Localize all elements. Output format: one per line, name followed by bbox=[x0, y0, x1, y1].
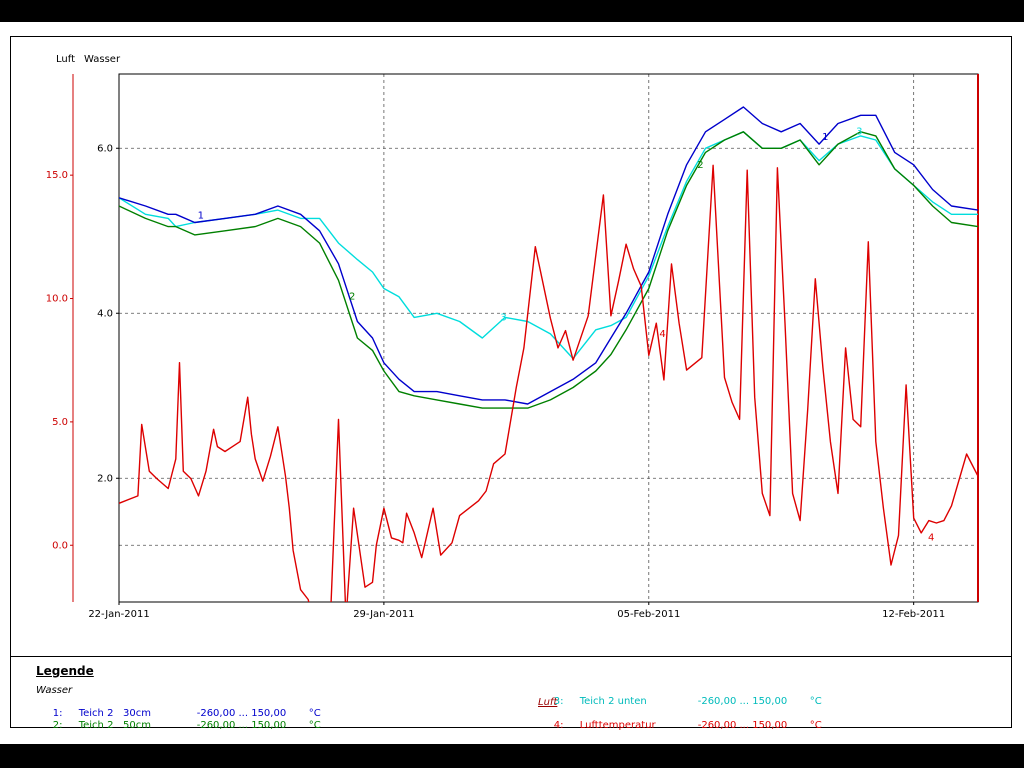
legend-title: Legende bbox=[36, 664, 94, 678]
legend-item-1: 1: Teich 2 30cm -260,00 ... 150,00 °C bbox=[40, 697, 321, 730]
tick-label-x: 29-Jan-2011 bbox=[353, 609, 414, 620]
legend-item-3: 3: Teich 2 unten -260,00 ... 150,00 °C bbox=[541, 685, 822, 718]
series-number-label: 2 bbox=[697, 160, 703, 171]
series-lines bbox=[119, 106, 978, 602]
tick-label-luft: 10.0 bbox=[46, 294, 68, 305]
temperature-chart: 2.0 4.0 6.0 0.0 5.0 10.0 15.0 22-Jan-2011 29-Jan… bbox=[46, 54, 979, 620]
series-line-2 bbox=[119, 131, 978, 409]
tick-label-wasser: 6.0 bbox=[97, 143, 113, 154]
axis-label-wasser: Wasser bbox=[84, 54, 121, 65]
grid bbox=[119, 74, 978, 602]
legend-item-unit: °C bbox=[809, 720, 822, 731]
legend-item-range: -260,00 ... 150,00 bbox=[196, 720, 287, 731]
legend-item-name: Teich 2 30cm bbox=[78, 708, 151, 719]
plot-frame bbox=[118, 73, 979, 603]
legend-item-number: 1: bbox=[52, 708, 63, 719]
report-frame bbox=[10, 36, 1012, 728]
tick-label-wasser: 4.0 bbox=[97, 308, 113, 319]
series-number-label: 2 bbox=[349, 291, 355, 302]
tick-label-x: 12-Feb-2011 bbox=[882, 609, 945, 620]
series-line-3 bbox=[119, 131, 978, 360]
legend-item-unit: °C bbox=[308, 708, 321, 719]
legend-item-name: Teich 2 50cm bbox=[78, 720, 151, 731]
legend-item-number: 2: bbox=[52, 720, 63, 731]
series-labels: 1 1 2 2 3 3 4 4 bbox=[198, 127, 935, 544]
series-line-4 bbox=[119, 164, 978, 602]
legend-item-number: 3: bbox=[553, 696, 564, 707]
legend-group-wasser: Wasser bbox=[36, 685, 73, 696]
legend-item-4: 4: Lufttemperatur -260,00 ... 150,00 °C bbox=[541, 709, 822, 742]
legend-item-number: 4: bbox=[553, 720, 564, 731]
tick-label-wasser: 2.0 bbox=[97, 473, 113, 484]
tick-label-x: 05-Feb-2011 bbox=[617, 609, 680, 620]
series-number-label: 4 bbox=[659, 329, 665, 340]
legend-item-range: -260,00 ... 150,00 bbox=[697, 696, 788, 707]
legend-item-name: Teich 2 unten bbox=[579, 696, 647, 707]
legend-group-luft: Luft bbox=[538, 697, 558, 708]
legend-item-2: 2: Teich 2 50cm -260,00 ... 150,00 °C bbox=[40, 709, 321, 742]
legend-item-unit: °C bbox=[308, 720, 321, 731]
series-line-1 bbox=[119, 106, 978, 405]
legend-item-name: Lufttemperatur bbox=[579, 720, 656, 731]
series-number-label: 4 bbox=[928, 533, 934, 544]
legend-item-range: -260,00 ... 150,00 bbox=[196, 708, 287, 719]
series-number-label: 3 bbox=[856, 127, 862, 138]
tick-label-x: 22-Jan-2011 bbox=[88, 609, 149, 620]
legend-item-unit: °C bbox=[809, 696, 822, 707]
legend: Legende Wasser 1: Teich 2 30cm -260,00 ...… bbox=[10, 656, 1012, 731]
tick-label-luft: 5.0 bbox=[52, 417, 68, 428]
axis-label-luft: Luft bbox=[56, 54, 75, 65]
report-sheet bbox=[0, 22, 1024, 744]
axes: 2.0 4.0 6.0 0.0 5.0 10.0 15.0 22-Jan-2011 29-Jan… bbox=[46, 73, 979, 620]
series-number-label: 1 bbox=[822, 132, 828, 143]
tick-label-luft: 15.0 bbox=[46, 170, 68, 181]
legend-item-range: -260,00 ... 150,00 bbox=[697, 720, 788, 731]
tick-label-luft: 0.0 bbox=[52, 540, 68, 551]
series-number-label: 1 bbox=[198, 211, 204, 222]
series-number-label: 3 bbox=[500, 312, 506, 323]
